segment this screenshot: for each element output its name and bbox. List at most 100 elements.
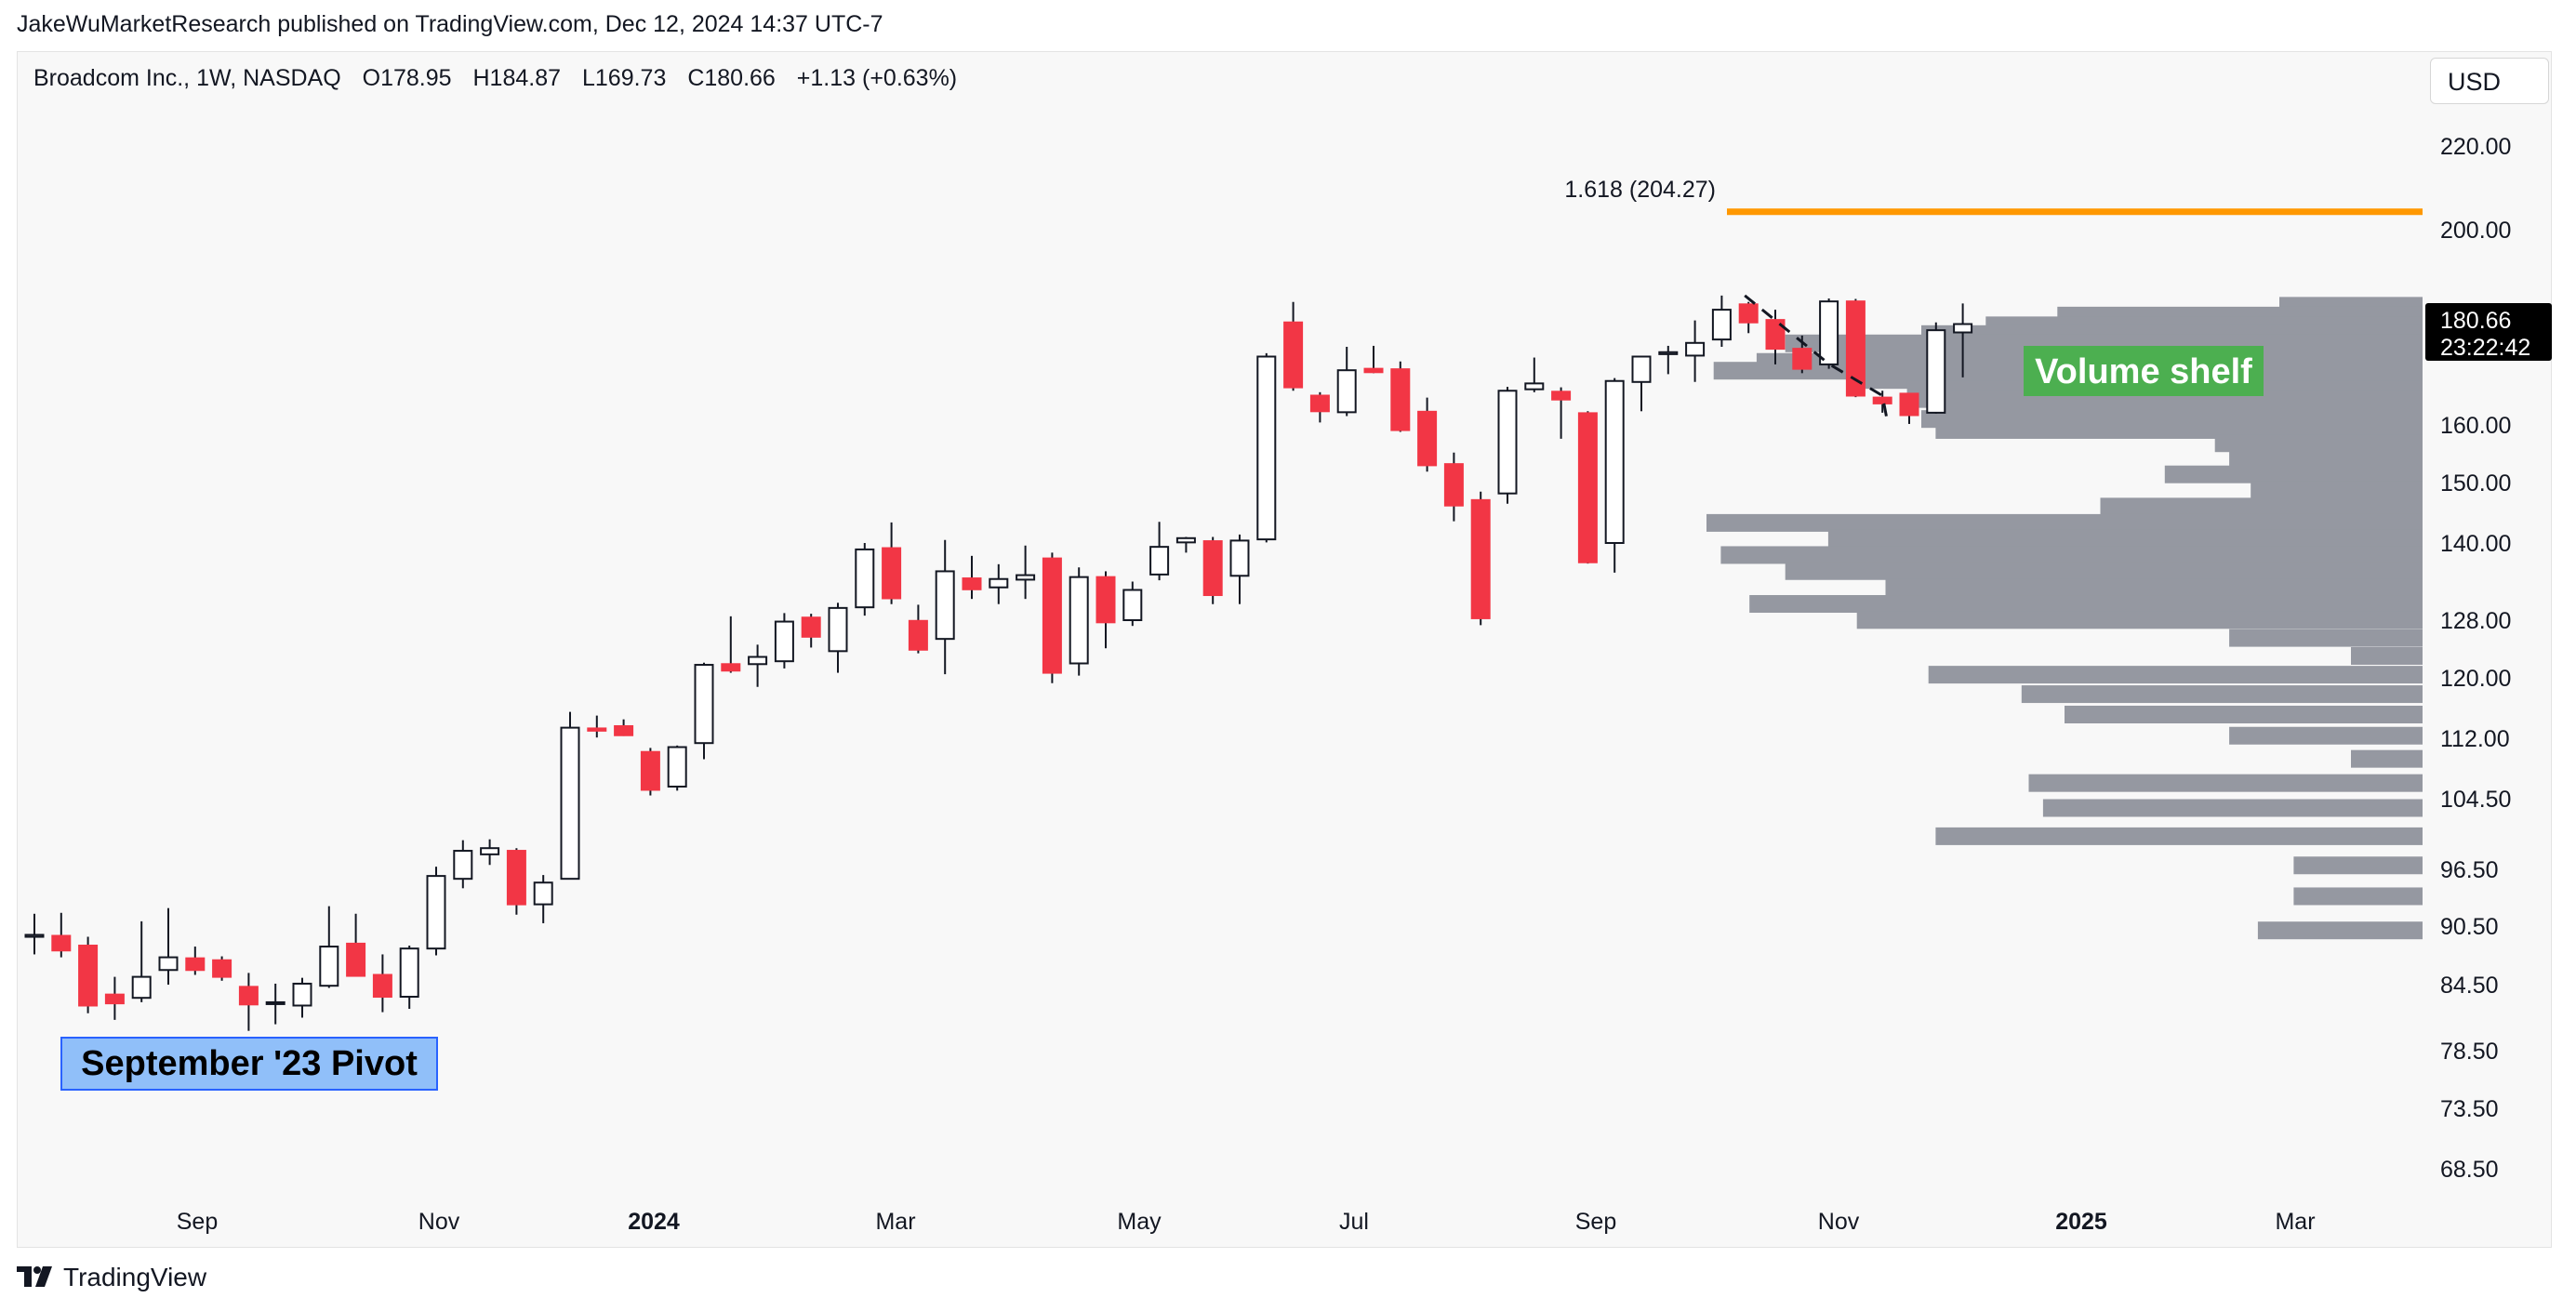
candle-body xyxy=(1953,323,1973,334)
candle-body xyxy=(1738,303,1759,324)
candle-body xyxy=(158,956,179,972)
candle-body xyxy=(1604,379,1625,544)
candle-body xyxy=(855,548,875,609)
fib-extension-label: 1.618 (204.27) xyxy=(1564,177,1716,203)
volume-profile-bar xyxy=(1720,546,2423,564)
candle xyxy=(1551,387,1572,439)
candle-body xyxy=(1202,540,1223,597)
candle-body xyxy=(1551,391,1572,401)
low-value: L169.73 xyxy=(581,65,667,91)
y-tick-label: 150.00 xyxy=(2440,470,2511,497)
candle-body xyxy=(1069,576,1089,665)
candle-body xyxy=(533,881,553,906)
volume-profile-bar xyxy=(2100,497,2423,516)
high-value: H184.87 xyxy=(472,65,562,91)
candle-body xyxy=(426,875,446,950)
close-value: C180.66 xyxy=(687,65,776,91)
candle-body xyxy=(1577,412,1598,563)
candle-body xyxy=(1443,463,1464,507)
candle-body xyxy=(319,946,339,987)
candle-body xyxy=(1926,329,1946,414)
x-tick-label: May xyxy=(1117,1209,1162,1235)
candle xyxy=(1042,552,1062,683)
x-tick-label: Sep xyxy=(177,1209,218,1235)
candle-body xyxy=(1899,392,1919,417)
candle-body xyxy=(962,577,982,590)
candle-body xyxy=(667,746,687,788)
candle xyxy=(480,839,500,866)
candle xyxy=(319,906,339,988)
x-tick-label: Mar xyxy=(875,1209,915,1235)
candle xyxy=(1872,391,1892,413)
tradingview-logo-icon xyxy=(17,1266,52,1287)
fibonacci-level: 1.618 (204.27) xyxy=(1564,177,2423,216)
price-axis[interactable]: 220.00 200.00 160.00 150.00 140.00 128.00 120.… xyxy=(2440,134,2511,1183)
candle xyxy=(1658,345,1679,375)
change-value: +1.13 (+0.63%) xyxy=(796,65,958,91)
candle xyxy=(828,603,848,673)
chart-frame[interactable] xyxy=(17,51,2552,1248)
volume-profile-bar xyxy=(2257,921,2423,940)
candle xyxy=(158,907,179,985)
bar-countdown: 23:22:42 xyxy=(2440,335,2530,361)
volume-profile-bar xyxy=(2229,449,2423,468)
candle-body xyxy=(587,727,607,732)
candle xyxy=(989,563,1009,604)
candle-body xyxy=(131,975,152,1000)
y-tick-label: 220.00 xyxy=(2440,134,2511,160)
y-tick-label: 73.50 xyxy=(2440,1096,2499,1122)
candle-body xyxy=(1524,382,1545,391)
pivot-annotation-box[interactable] xyxy=(60,1037,438,1091)
candle xyxy=(1765,310,1786,364)
candle xyxy=(774,613,794,669)
candle xyxy=(399,946,419,1010)
x-tick-label: 2024 xyxy=(628,1209,680,1235)
volume-profile-bar xyxy=(1856,611,2423,629)
volume-shelf-annotation-box[interactable] xyxy=(2024,346,2264,396)
currency-button[interactable]: USD xyxy=(2430,58,2549,104)
candle-body xyxy=(1792,348,1812,370)
candle-body xyxy=(185,957,206,972)
candle-body xyxy=(1175,536,1196,544)
candle-body xyxy=(399,947,419,999)
candle-body xyxy=(1711,309,1732,341)
candle-body xyxy=(104,993,125,1005)
volume-profile-bar xyxy=(2351,646,2423,665)
candle-body xyxy=(640,750,660,791)
candle-body xyxy=(1845,300,1866,397)
time-axis[interactable]: Sep Nov 2024 Mar May Jul Sep Nov 2025 Mar xyxy=(177,1209,2316,1235)
y-tick-label: 104.50 xyxy=(2440,787,2511,813)
last-price-box xyxy=(2425,303,2552,361)
candle-body xyxy=(1363,367,1384,374)
y-tick-label: 78.50 xyxy=(2440,1039,2499,1065)
candle xyxy=(1685,320,1706,382)
volume-profile-bar xyxy=(2042,799,2423,817)
candle-body xyxy=(1685,341,1706,357)
candle xyxy=(614,719,634,736)
y-tick-label: 68.50 xyxy=(2440,1157,2499,1183)
candle xyxy=(962,555,982,600)
footer-brand[interactable]: TradingView xyxy=(63,1263,207,1291)
last-price-tag: 180.66 23:22:42 xyxy=(2425,303,2552,361)
candle-body xyxy=(1256,355,1277,541)
volume-profile-bar xyxy=(1935,827,2423,845)
candle xyxy=(1283,301,1304,391)
candle-body xyxy=(51,934,72,952)
x-tick-label: Jul xyxy=(1339,1209,1369,1235)
candle xyxy=(1417,397,1438,472)
symbol-name[interactable]: Broadcom Inc., 1W, NASDAQ xyxy=(33,65,341,91)
candle-body xyxy=(1122,589,1143,621)
candle-body xyxy=(1658,351,1679,355)
volume-profile-bar xyxy=(1749,595,2423,614)
candle-body xyxy=(1765,319,1786,351)
candle xyxy=(1256,352,1277,543)
candle-body xyxy=(292,982,312,1007)
dashed-trend-path xyxy=(1744,294,1890,426)
candle xyxy=(1390,361,1411,432)
y-tick-label: 200.00 xyxy=(2440,218,2511,244)
candle xyxy=(882,522,902,604)
candle xyxy=(721,616,741,673)
candle xyxy=(667,745,687,791)
y-tick-label: 160.00 xyxy=(2440,413,2511,439)
